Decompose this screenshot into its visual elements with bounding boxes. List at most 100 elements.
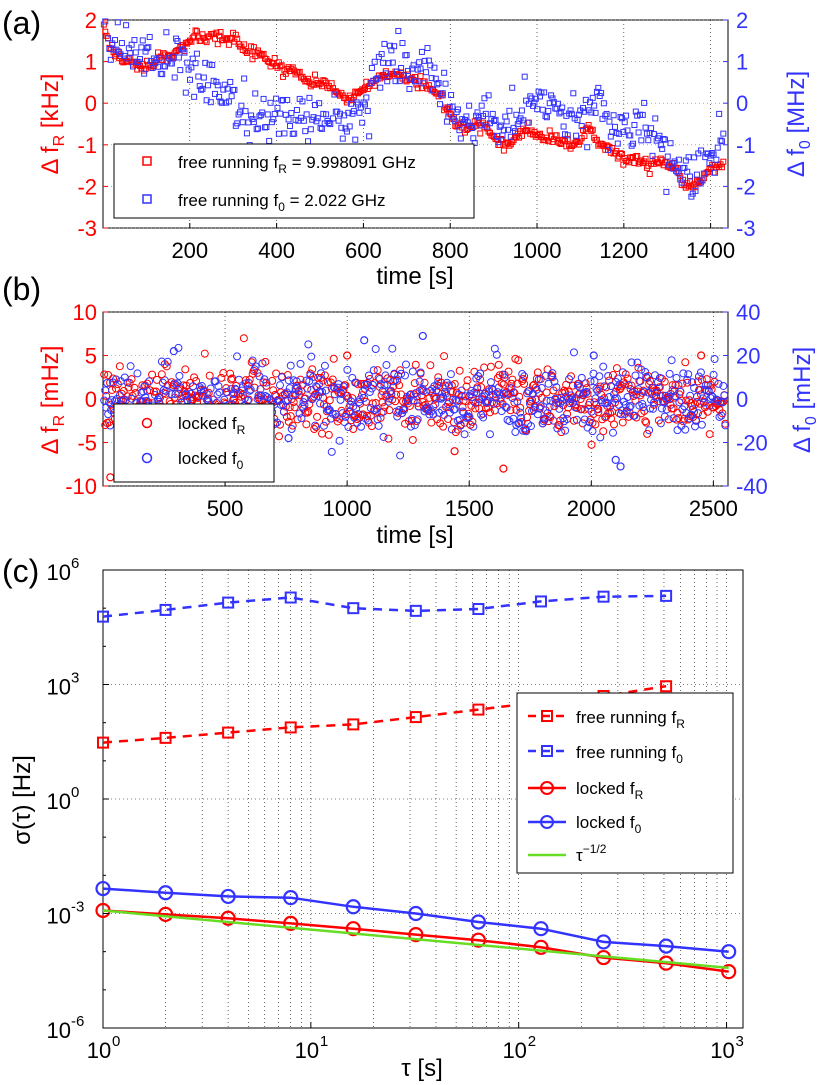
b-outlier-point xyxy=(499,464,508,473)
a-point xyxy=(706,160,713,167)
b-point xyxy=(626,401,635,410)
a-point xyxy=(455,106,462,113)
a-point xyxy=(536,130,543,137)
a-point xyxy=(242,108,249,115)
b-point xyxy=(109,378,118,387)
b-point xyxy=(257,391,266,400)
b-point xyxy=(640,387,649,396)
b-point xyxy=(566,399,575,408)
a-point xyxy=(199,31,206,38)
legend-a-marker-f0 xyxy=(142,194,152,204)
b-point xyxy=(103,379,112,388)
b-point xyxy=(636,377,645,386)
panel-a-label: (a) xyxy=(2,5,41,41)
a-point xyxy=(371,58,378,65)
b-point xyxy=(464,413,473,422)
a-point xyxy=(111,37,118,44)
a-point xyxy=(510,124,517,131)
legend-c-entry-free-f0: free running f0 xyxy=(528,743,683,766)
a-point xyxy=(675,156,682,163)
a-point xyxy=(588,128,595,135)
a-point xyxy=(280,96,287,103)
b-point xyxy=(246,385,255,394)
a-point xyxy=(399,40,406,47)
a-tick-label-y-right: -1 xyxy=(736,133,756,158)
a-point xyxy=(403,52,410,59)
b-point xyxy=(556,416,565,425)
a-point xyxy=(192,27,199,34)
a-point xyxy=(602,112,609,119)
b-tick-label-y-left: 10 xyxy=(73,300,97,325)
b-point xyxy=(269,386,278,395)
c-point-circle xyxy=(220,910,236,926)
a-point xyxy=(106,45,113,52)
b-point xyxy=(390,369,399,378)
a-point xyxy=(452,118,459,125)
b-point xyxy=(620,380,629,389)
b-point xyxy=(255,372,264,381)
b-point xyxy=(630,411,639,420)
b-point xyxy=(167,390,176,399)
b-point xyxy=(560,417,569,426)
b-point xyxy=(161,389,170,398)
b-point xyxy=(546,412,555,421)
a-point xyxy=(117,51,124,58)
a-point xyxy=(263,123,270,130)
b-point xyxy=(112,394,121,403)
a-point xyxy=(521,73,528,80)
b-point xyxy=(692,392,701,401)
b-point xyxy=(157,357,166,366)
b-point xyxy=(392,407,401,416)
b-point xyxy=(509,388,518,397)
b-point xyxy=(683,375,692,384)
b-point xyxy=(366,404,375,413)
a-point xyxy=(102,28,109,35)
b-point xyxy=(293,383,302,392)
b-point xyxy=(233,352,242,361)
b-point xyxy=(516,408,525,417)
a-point xyxy=(138,44,145,51)
b-point xyxy=(567,395,576,404)
c-tick-exp-y: 3 xyxy=(71,670,79,687)
c-point-square xyxy=(472,603,485,616)
b-outlier-point xyxy=(284,434,293,443)
a-point xyxy=(628,142,635,149)
b-point xyxy=(131,389,140,398)
b-point xyxy=(376,380,385,389)
a-point xyxy=(100,21,107,28)
b-point xyxy=(660,412,669,421)
a-point xyxy=(327,121,334,128)
a-point xyxy=(466,102,473,109)
b-point xyxy=(603,398,612,407)
b-point xyxy=(607,414,616,423)
a-point xyxy=(352,136,359,143)
b-point xyxy=(261,357,270,366)
c-tick-exp-x: 3 xyxy=(736,1033,744,1050)
b-point xyxy=(562,380,571,389)
legend-a-label-fr: free running fR = 9.998091 GHz xyxy=(178,153,416,176)
b-point xyxy=(482,398,491,407)
a-point xyxy=(617,113,624,120)
b-point xyxy=(646,404,655,413)
a-point xyxy=(505,126,512,133)
b-tick-label-y-right: -20 xyxy=(736,431,768,456)
a-point xyxy=(600,100,607,107)
b-point xyxy=(603,401,612,410)
a-point xyxy=(184,59,191,66)
a-point xyxy=(482,110,489,117)
b-point xyxy=(443,400,452,409)
a-point xyxy=(495,139,502,146)
a-point xyxy=(524,119,531,126)
a-point xyxy=(657,142,664,149)
panel-a-y-right-label: Δ f0 [MHz] xyxy=(783,71,814,177)
b-point xyxy=(721,421,730,430)
a-point xyxy=(289,64,296,71)
b-point xyxy=(668,381,677,390)
b-point xyxy=(719,381,728,390)
legend-c-label-locked-f0: locked f0 xyxy=(576,813,642,836)
a-point xyxy=(118,40,125,47)
b-point xyxy=(331,410,340,419)
b-point xyxy=(642,372,651,381)
a-point xyxy=(448,92,455,99)
c-tick-exp-x: 1 xyxy=(320,1033,328,1050)
